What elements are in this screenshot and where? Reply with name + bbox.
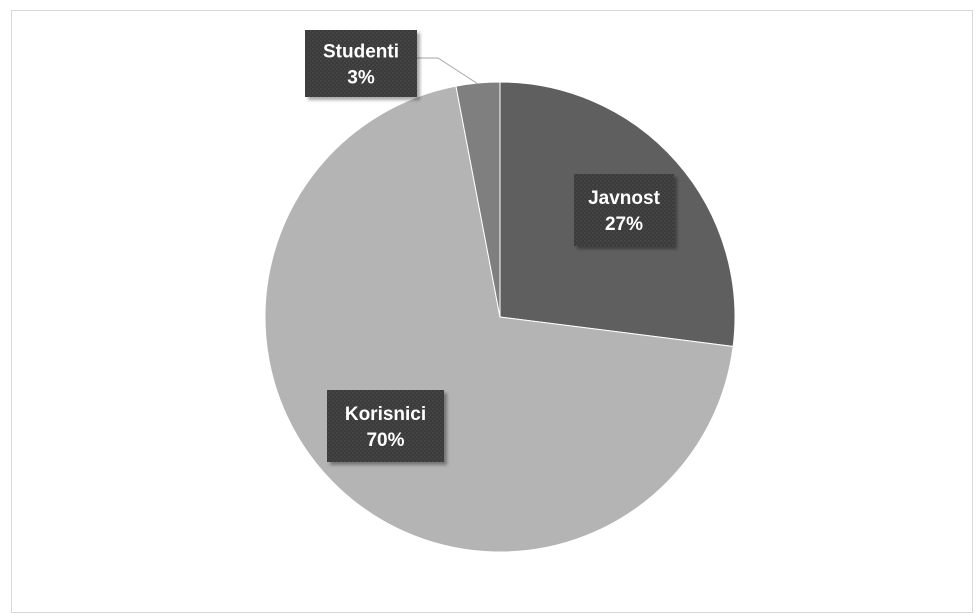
data-labels: Javnost 27% Korisnici 70% Studenti 3% <box>305 30 674 462</box>
data-label-percent: 27% <box>605 214 643 235</box>
data-label-category: Javnost <box>588 188 660 209</box>
data-label-percent: 70% <box>366 430 404 451</box>
data-label-javnost: Javnost 27% <box>574 174 674 246</box>
pie-slices <box>264 81 736 553</box>
leader-line-studenti <box>417 57 479 85</box>
data-label-korisnici: Korisnici 70% <box>327 390 444 462</box>
data-label-percent: 3% <box>347 68 375 89</box>
data-label-box <box>574 174 674 246</box>
data-label-studenti: Studenti 3% <box>305 30 417 97</box>
leader-lines <box>417 57 479 85</box>
pie-slice-studenti <box>455 81 501 318</box>
data-label-category: Korisnici <box>345 404 426 425</box>
data-label-box <box>305 30 417 97</box>
data-label-category: Studenti <box>323 42 399 63</box>
data-label-box <box>327 390 444 462</box>
